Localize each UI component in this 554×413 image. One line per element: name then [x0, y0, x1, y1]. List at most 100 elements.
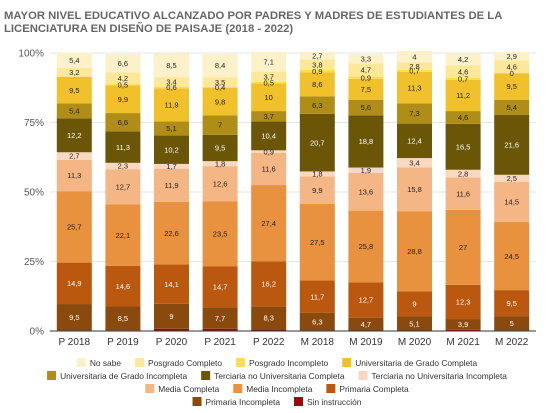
data-label: 14,6 — [116, 282, 131, 291]
bar-segment — [445, 284, 481, 320]
x-tick-label: M 2019 — [349, 337, 383, 348]
data-label: 2,9 — [506, 52, 516, 61]
data-label: 7,1 — [263, 57, 273, 66]
data-label: 27,4 — [261, 219, 276, 228]
legend-swatch[interactable] — [192, 397, 202, 406]
bar-segment — [348, 54, 384, 64]
data-label: 3,4 — [409, 159, 419, 168]
data-label: 0,9 — [263, 147, 273, 156]
bar-segment — [299, 96, 335, 114]
legend-label[interactable]: Posgrado Incompleto — [249, 358, 328, 368]
data-label: 22,1 — [116, 231, 131, 240]
legend-label[interactable]: Universitaria de Grado Incompleta — [60, 371, 187, 381]
data-label: 12,3 — [456, 298, 471, 307]
data-label: 3,7 — [263, 112, 273, 121]
bar-segment — [56, 191, 92, 263]
bar-segment — [56, 76, 92, 104]
data-label: 25,8 — [359, 242, 374, 251]
bar-segment — [348, 172, 384, 211]
bar-segment — [494, 114, 530, 175]
bar-segment — [445, 177, 481, 210]
data-label: 0,6 — [166, 83, 176, 92]
legend-label[interactable]: Posgrado Completo — [148, 358, 222, 368]
data-label: 9,5 — [506, 82, 516, 91]
bar-segment — [202, 77, 238, 87]
data-label: 1,9 — [361, 166, 371, 175]
legend-swatch[interactable] — [358, 371, 368, 380]
bar-segment — [348, 63, 384, 77]
bar-segment — [494, 222, 530, 291]
data-label: 5,4 — [69, 107, 79, 116]
bar-segment — [299, 113, 335, 172]
data-label: 8,3 — [263, 313, 273, 322]
data-label: 16,5 — [456, 143, 471, 152]
bar-segment — [397, 71, 432, 104]
legend-label[interactable]: Media Completa — [158, 384, 219, 394]
bar-segment — [202, 307, 238, 329]
data-label: 7,3 — [409, 109, 419, 118]
data-label: 11,9 — [164, 181, 178, 190]
bar-segment — [154, 77, 189, 87]
bar-segment — [299, 312, 335, 331]
data-label: 4,6 — [458, 113, 468, 122]
data-label: 10 — [265, 93, 273, 102]
bar-segment — [397, 123, 432, 159]
x-tick-label: P 2018 — [59, 337, 91, 348]
data-label: 10,4 — [261, 132, 276, 141]
bar-segment — [154, 86, 189, 89]
bar-segment — [105, 72, 141, 85]
legend-label[interactable]: No sabe — [90, 358, 122, 368]
legend-swatch[interactable] — [145, 384, 155, 393]
bar-segment — [397, 158, 432, 168]
data-label: 4,2 — [458, 55, 468, 64]
bar-segment — [348, 282, 384, 318]
x-tick-label: M 2018 — [301, 337, 335, 348]
legend-label[interactable]: Sin instrucción — [307, 397, 362, 407]
legend-swatch[interactable] — [236, 358, 246, 367]
bar-segment — [154, 201, 189, 265]
bar-segment — [348, 99, 384, 116]
y-tick-label: 25% — [24, 257, 44, 268]
x-tick-label: M 2020 — [398, 337, 432, 348]
bar-segment — [56, 103, 92, 119]
legend-label[interactable]: Primaria Completa — [339, 384, 409, 394]
legend-label[interactable]: Media Incompleta — [246, 384, 312, 394]
legend-swatch[interactable] — [76, 358, 86, 367]
data-label: 0,9 — [312, 67, 322, 76]
bar-segment — [105, 84, 141, 86]
bar-segment — [397, 51, 432, 63]
data-label: 11,2 — [456, 91, 470, 100]
y-tick-label: 75% — [24, 118, 44, 129]
bar-segment — [154, 264, 189, 304]
legend-label[interactable]: Terciaria no Universitaria Completa — [214, 371, 345, 381]
y-tick-label: 0% — [30, 327, 45, 338]
legend-swatch[interactable] — [47, 371, 57, 380]
data-label: 3,2 — [69, 68, 79, 77]
chart-title: MAYOR NIVEL EDUCATIVO ALCANZADO POR PADR… — [4, 10, 502, 35]
bar-segment — [56, 159, 92, 192]
data-label: 5,1 — [166, 124, 176, 133]
bar-segment — [105, 131, 141, 163]
legend-swatch[interactable] — [294, 397, 304, 406]
data-label: 4,6 — [506, 62, 516, 71]
bar-segment — [154, 53, 189, 78]
legend-swatch[interactable] — [342, 358, 352, 367]
data-label: 5,4 — [69, 56, 79, 65]
legend-label[interactable]: Universitaria de Grado Completa — [355, 358, 477, 368]
legend-swatch[interactable] — [135, 358, 145, 367]
x-tick-label: M 2021 — [446, 337, 480, 348]
legend-swatch[interactable] — [233, 384, 243, 393]
bar-segment — [445, 111, 481, 124]
legend-swatch[interactable] — [201, 371, 211, 380]
legend-label[interactable]: Terciaria no Universitaria Incompleta — [371, 371, 507, 381]
legend-swatch[interactable] — [326, 384, 336, 393]
data-label: 14,5 — [504, 198, 519, 207]
data-label: 3,7 — [263, 72, 273, 81]
legend-label[interactable]: Primaria Incompleta — [206, 397, 281, 407]
bar-segment — [299, 69, 335, 73]
data-label: 21,6 — [504, 140, 519, 149]
data-label: 5,4 — [506, 103, 516, 112]
data-label: 0,7 — [458, 75, 468, 84]
data-label: 5 — [510, 319, 514, 328]
data-label: 12,4 — [407, 137, 422, 146]
